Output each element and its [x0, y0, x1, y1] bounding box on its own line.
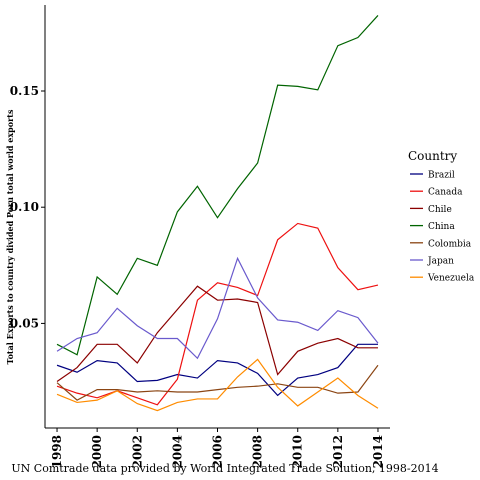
legend-item-colombia: Colombia	[410, 239, 472, 249]
x-tick-label: 2000	[90, 435, 104, 468]
y-axis-title: Total Exports to country divided Peru to…	[5, 109, 15, 364]
legend-item-brazil: Brazil	[410, 171, 455, 181]
series-line-colombia	[56, 364, 379, 401]
x-tick-label: 2002	[130, 435, 144, 468]
legend-label: China	[428, 222, 455, 232]
x-tick-label: 1998	[50, 435, 64, 468]
x-tick-label: 2006	[211, 435, 225, 468]
legend-title: Country	[408, 149, 457, 163]
y-tick-label: 0.05	[10, 316, 39, 330]
series-line-china	[56, 15, 379, 356]
series-layer	[56, 15, 379, 412]
legend-item-canada: Canada	[410, 188, 463, 198]
x-tick-label: 2010	[291, 435, 305, 468]
legend-item-japan: Japan	[410, 257, 454, 267]
x-tick-label: 2004	[170, 435, 184, 468]
x-tick-label: 2008	[251, 435, 265, 468]
series-line-chile	[56, 285, 378, 383]
x-axis-title: UN Comtrade data provided by World Integ…	[11, 462, 438, 475]
series-line-venezuela	[56, 358, 379, 412]
legend-item-chile: Chile	[410, 205, 452, 215]
x-tick-label: 2012	[331, 435, 345, 468]
legend-item-venezuela: Venezuela	[410, 274, 475, 284]
series-line-canada	[56, 222, 379, 406]
legend: Country Brazil Canada Chile China Colombia Ja…	[408, 149, 475, 284]
legend-item-china: China	[410, 222, 455, 232]
y-tick-label: 0.10	[10, 200, 39, 214]
series-line-brazil	[56, 343, 378, 397]
legend-label: Venezuela	[427, 274, 475, 284]
legend-label: Colombia	[428, 239, 472, 249]
legend-label: Canada	[428, 188, 463, 198]
legend-label: Japan	[427, 257, 454, 267]
y-tick-label: 0.15	[10, 84, 39, 98]
series-line-japan	[56, 256, 379, 360]
legend-items: Brazil Canada Chile China Colombia Japan Venez…	[410, 171, 475, 284]
legend-label: Chile	[428, 205, 452, 215]
legend-label: Brazil	[428, 171, 455, 181]
axes-layer: 0.05 0.10 0.15 1998 2000 2002 2004 2006 2008 2010…	[10, 5, 390, 468]
x-tick-label: 2014	[371, 435, 385, 468]
